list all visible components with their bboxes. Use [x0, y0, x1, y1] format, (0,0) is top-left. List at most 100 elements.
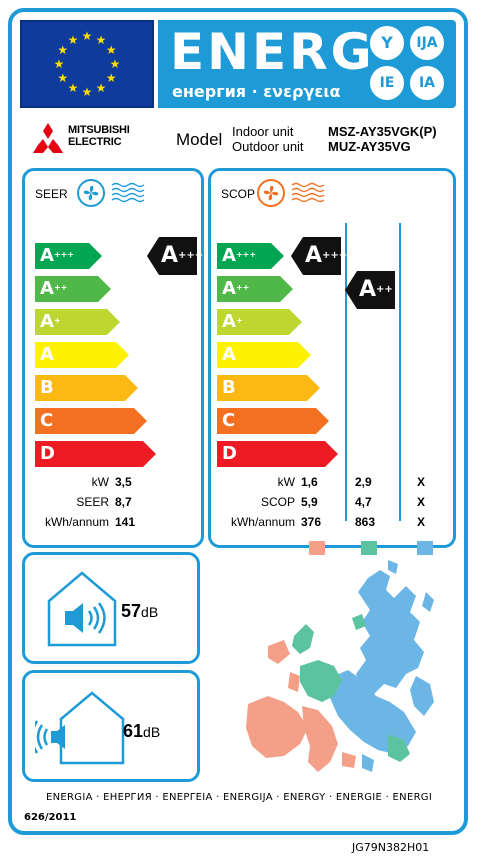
class-label: D	[222, 443, 237, 464]
energy-title-block: ENERG енергия · ενεργεια Y IJA IE IA	[158, 20, 456, 108]
lang-code-y: Y	[370, 26, 404, 60]
indoor-noise-number: 57	[121, 601, 142, 621]
indoor-noise-panel: 57dB	[22, 552, 200, 664]
seer-class-bar: A++	[35, 276, 111, 302]
cold-air-icon	[111, 182, 145, 203]
manufacturer-name-line2: ELECTRIC	[68, 136, 122, 148]
indoor-noise-unit: dB	[141, 604, 159, 620]
seer-title: SEER	[35, 187, 68, 201]
eu-star-icon: ★	[67, 81, 79, 96]
seer-class-bar: A+++	[35, 243, 102, 269]
europe-map-warm-zone	[246, 640, 356, 772]
label-header: ★ ★ ★ ★ ★ ★ ★ ★ ★ ★ ★ ★ ENERG енергия · ενεργεια Y …	[20, 20, 456, 108]
scop-row-value: X	[417, 475, 426, 489]
seer-class-bar: A+	[35, 309, 120, 335]
mitsubishi-logo-icon	[33, 123, 63, 153]
regulation-number: 626/2011	[24, 812, 77, 823]
outdoor-unit-value: MUZ-AY35VG	[328, 139, 411, 154]
outdoor-noise-unit: dB	[143, 724, 161, 740]
class-label: B	[222, 377, 236, 398]
seer-row-value: 141	[115, 515, 136, 529]
eu-star-icon: ★	[57, 71, 69, 85]
class-label: A++	[40, 278, 68, 299]
class-label: D	[40, 443, 55, 464]
seer-row-label: SEER	[76, 495, 109, 509]
seer-row-value: 3,5	[115, 475, 132, 489]
class-label: A	[222, 344, 236, 365]
scop-row-value: X	[417, 515, 426, 529]
scop-class-bar: D	[217, 441, 338, 467]
lang-code-ija: IJA	[410, 26, 444, 60]
indoor-unit-value: MSZ-AY35VGK(P)	[328, 124, 437, 139]
scop-average-rating-pointer: A+++	[291, 237, 347, 275]
class-label: A++	[359, 277, 393, 302]
unit-labels: Indoor unit Outdoor unit	[232, 124, 304, 154]
manufacturer-name: MITSUBISHI ELECTRIC	[68, 124, 130, 148]
lang-code-ie: IE	[370, 66, 404, 100]
scop-row-value: 5,9	[301, 495, 318, 509]
footer-languages: ENERGIA · ЕНЕРГИЯ · ΕΝΕΡΓΕΙΑ · ENERGIJA …	[46, 792, 433, 803]
scop-class-bar: A+++	[217, 243, 284, 269]
heating-fan-icon	[257, 179, 285, 207]
lang-code-ia: IA	[410, 66, 444, 100]
eu-star-icon: ★	[105, 71, 117, 85]
eu-star-icon: ★	[53, 57, 65, 71]
class-label: A+++	[222, 245, 257, 266]
class-label: C	[40, 410, 54, 431]
scop-row-value: 2,9	[355, 475, 372, 489]
climate-zone-swatch	[309, 541, 325, 555]
eu-star-icon: ★	[109, 57, 121, 71]
seer-class-bar: C	[35, 408, 147, 434]
seer-class-bar: B	[35, 375, 138, 401]
scop-class-bar: A+	[217, 309, 302, 335]
indoor-noise-value: 57dB	[121, 601, 158, 622]
scop-row-label: kWh/annum	[230, 515, 295, 529]
seer-row-label: kW	[91, 475, 109, 489]
eu-star-icon: ★	[57, 43, 69, 57]
outdoor-unit-label: Outdoor unit	[232, 139, 304, 154]
outdoor-noise-icon	[35, 691, 125, 765]
scop-class-bar: C	[217, 408, 329, 434]
indoor-noise-icon	[47, 571, 117, 647]
manufacturer-name-line1: MITSUBISHI	[68, 124, 130, 136]
scop-title: SCOP	[221, 187, 256, 201]
scop-row-value: 863	[355, 515, 376, 529]
warm-air-icon	[291, 182, 325, 203]
class-label: A+++	[305, 243, 348, 268]
scop-row-value: 4,7	[355, 495, 372, 509]
eu-flag: ★ ★ ★ ★ ★ ★ ★ ★ ★ ★ ★ ★	[20, 20, 154, 108]
outdoor-noise-panel: 61dB	[22, 670, 200, 782]
eu-star-icon: ★	[95, 81, 107, 96]
eu-star-icon: ★	[105, 43, 117, 57]
seer-panel: SEER A+++ A++ A+ A B C D A+++ kW 3,5 SEER 8,7 kWh/…	[22, 168, 204, 548]
europe-map-cold-zone	[330, 560, 434, 772]
indoor-unit-label: Indoor unit	[232, 124, 294, 139]
climate-zone-swatch	[361, 541, 377, 555]
class-label: A+	[40, 311, 61, 332]
scop-row-value: 1,6	[301, 475, 318, 489]
unit-values: MSZ-AY35VGK(P) MUZ-AY35VG	[328, 124, 437, 154]
class-label: A++	[222, 278, 250, 299]
scop-class-bar: B	[217, 375, 320, 401]
class-label: A+++	[161, 243, 204, 268]
climate-zone-swatch	[417, 541, 433, 555]
scop-class-bar: A++	[217, 276, 293, 302]
europe-map-average-zone	[292, 614, 410, 762]
seer-class-bar: D	[35, 441, 156, 467]
scop-class-bar: A	[217, 342, 311, 368]
scop-panel: SCOP A+++ A++ A+ A B C D A+++ A++ kW 1,6 2,9 X SCOP…	[208, 168, 456, 555]
label-code: JG79N382H01	[352, 841, 430, 854]
class-label: B	[40, 377, 54, 398]
class-label: A	[40, 344, 54, 365]
outdoor-noise-value: 61dB	[123, 721, 160, 742]
eu-star-icon: ★	[81, 29, 93, 43]
energy-subtitle: енергия · ενεργεια	[172, 82, 341, 101]
europe-climate-map	[246, 560, 434, 772]
class-label: A+	[222, 311, 243, 332]
outdoor-noise-number: 61	[123, 721, 144, 741]
eu-star-icon: ★	[81, 85, 93, 99]
cooling-fan-icon	[77, 179, 105, 207]
scop-column-divider-2	[399, 223, 401, 521]
scop-row-value: 376	[301, 515, 322, 529]
model-label: Model	[176, 130, 223, 149]
